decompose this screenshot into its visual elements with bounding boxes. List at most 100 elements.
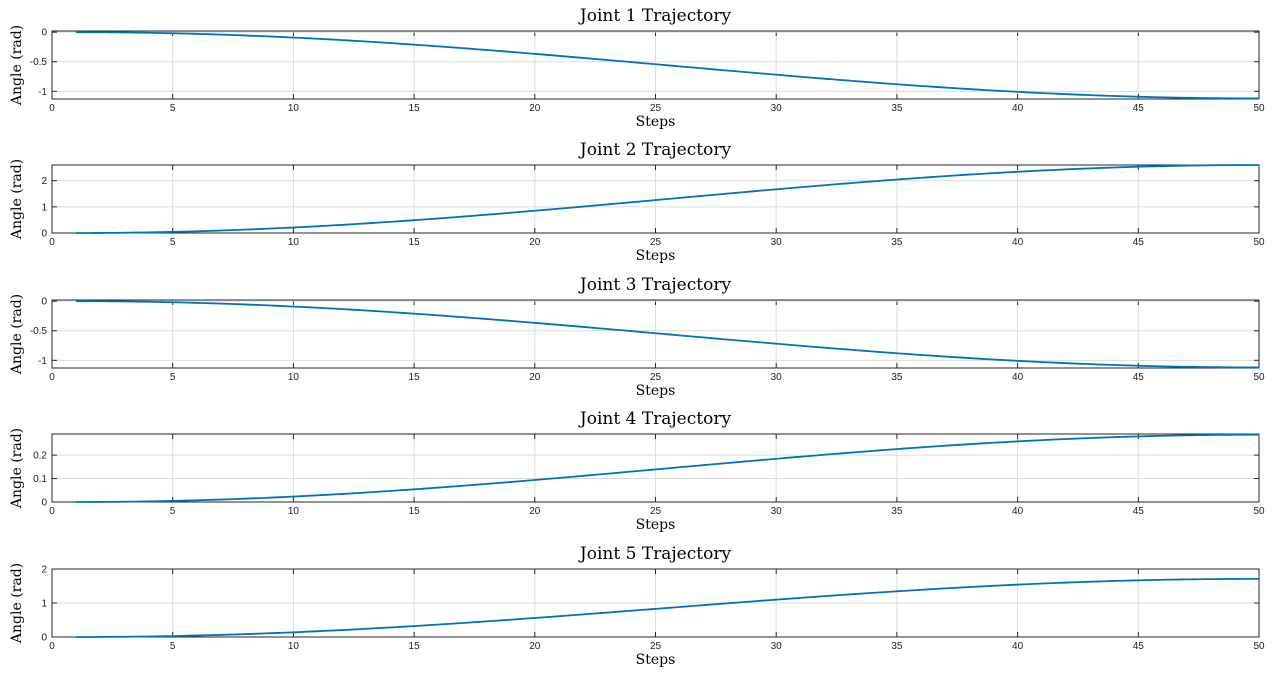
y-axis-label: Angle (rad) bbox=[9, 159, 25, 240]
x-tick-label: 45 bbox=[1133, 372, 1145, 383]
y-tick-label: 1 bbox=[41, 599, 47, 610]
subplot-joint-4: 0 5 10 15 20 25 30 35 40 45 50 0 0.1 0.2 Joint 4 Traje… bbox=[9, 409, 1265, 533]
x-tick-label: 30 bbox=[771, 506, 783, 517]
x-tick-label: 30 bbox=[771, 237, 783, 248]
x-tick-label: 30 bbox=[771, 372, 783, 383]
x-tick-label: 45 bbox=[1133, 506, 1145, 517]
x-tick-label: 35 bbox=[891, 237, 903, 248]
y-axis-label: Angle (rad) bbox=[9, 294, 25, 375]
x-tick-label: 50 bbox=[1253, 237, 1265, 248]
x-tick-label: 10 bbox=[288, 237, 300, 248]
plot-border bbox=[51, 299, 1260, 369]
x-tick-label: 25 bbox=[650, 641, 662, 652]
x-tick-label: 15 bbox=[409, 237, 421, 248]
series-line bbox=[76, 31, 1260, 100]
x-axis-label: Steps bbox=[636, 248, 676, 264]
x-tick-label: 15 bbox=[409, 641, 421, 652]
y-axis-label: Angle (rad) bbox=[9, 25, 25, 106]
x-tick-label: 35 bbox=[891, 641, 903, 652]
x-tick-label: 5 bbox=[170, 372, 176, 383]
x-tick-label: 40 bbox=[1012, 103, 1024, 114]
x-tick-label: 5 bbox=[170, 237, 176, 248]
y-tick-label: 0.2 bbox=[33, 451, 47, 462]
y-tick-label: -1 bbox=[38, 356, 47, 367]
x-axis-label: Steps bbox=[636, 114, 676, 130]
x-tick-label: 5 bbox=[170, 506, 176, 517]
x-tick-label: 30 bbox=[771, 641, 783, 652]
x-axis-label: Steps bbox=[636, 383, 676, 399]
subplot-joint-3: 0 5 10 15 20 25 30 35 40 45 50 0 -0.5 -1 Joint 3 Traje… bbox=[9, 275, 1265, 399]
subplot-title: Joint 1 Trajectory bbox=[578, 6, 732, 26]
x-tick-label: 0 bbox=[49, 641, 55, 652]
subplot-title: Joint 4 Trajectory bbox=[578, 409, 732, 429]
y-axis-label: Angle (rad) bbox=[9, 428, 25, 509]
y-tick-label: 0.1 bbox=[33, 474, 47, 485]
x-tick-label: 45 bbox=[1133, 641, 1145, 652]
y-tick-label: 2 bbox=[41, 565, 47, 576]
x-tick-label: 50 bbox=[1253, 103, 1265, 114]
y-tick-label: -1 bbox=[38, 87, 47, 98]
x-tick-label: 20 bbox=[529, 641, 541, 652]
x-tick-label: 40 bbox=[1012, 372, 1024, 383]
y-tick-label: 1 bbox=[41, 202, 47, 213]
plot-border bbox=[51, 30, 1260, 100]
series-line bbox=[76, 433, 1260, 503]
y-tick-label: 0 bbox=[41, 633, 47, 644]
x-tick-label: 40 bbox=[1012, 237, 1024, 248]
x-tick-label: 20 bbox=[529, 103, 541, 114]
x-tick-label: 20 bbox=[529, 237, 541, 248]
x-tick-label: 40 bbox=[1012, 641, 1024, 652]
x-tick-label: 30 bbox=[771, 103, 783, 114]
y-tick-label: 0 bbox=[41, 28, 47, 39]
x-tick-label: 50 bbox=[1253, 372, 1265, 383]
x-tick-label: 40 bbox=[1012, 506, 1024, 517]
x-tick-label: 10 bbox=[288, 372, 300, 383]
subplot-joint-1: 0 5 10 15 20 25 30 35 40 45 50 0 -0.5 -1 Joint 1 Traje… bbox=[9, 6, 1265, 130]
y-tick-label: 0 bbox=[41, 229, 47, 240]
plot-border bbox=[51, 164, 1260, 234]
subplot-joint-5: 0 5 10 15 20 25 30 35 40 45 50 0 1 2 Joint 5 Trajector… bbox=[9, 544, 1265, 668]
x-tick-label: 25 bbox=[650, 237, 662, 248]
x-tick-label: 10 bbox=[288, 506, 300, 517]
series-line bbox=[76, 164, 1259, 234]
x-tick-label: 45 bbox=[1133, 103, 1145, 114]
x-tick-label: 50 bbox=[1253, 506, 1265, 517]
x-tick-label: 35 bbox=[891, 372, 903, 383]
subplot-title: Joint 3 Trajectory bbox=[578, 275, 732, 295]
x-tick-label: 25 bbox=[650, 372, 662, 383]
y-axis-label: Angle (rad) bbox=[9, 563, 25, 644]
x-tick-label: 25 bbox=[650, 506, 662, 517]
x-tick-label: 15 bbox=[409, 103, 421, 114]
x-axis-label: Steps bbox=[636, 652, 676, 668]
x-tick-label: 15 bbox=[409, 372, 421, 383]
y-tick-label: 0 bbox=[41, 498, 47, 509]
y-tick-label: 0 bbox=[41, 297, 47, 308]
y-tick-label: 2 bbox=[41, 176, 47, 187]
x-tick-label: 35 bbox=[891, 103, 903, 114]
x-tick-label: 5 bbox=[170, 641, 176, 652]
series-line bbox=[76, 300, 1260, 369]
x-tick-label: 50 bbox=[1253, 641, 1265, 652]
x-tick-label: 35 bbox=[891, 506, 903, 517]
subplot-title: Joint 5 Trajectory bbox=[578, 544, 732, 564]
x-tick-label: 25 bbox=[650, 103, 662, 114]
x-tick-label: 10 bbox=[288, 103, 300, 114]
x-axis-label: Steps bbox=[636, 517, 676, 533]
y-tick-label: -0.5 bbox=[30, 57, 48, 68]
subplot-joint-2: 0 5 10 15 20 25 30 35 40 45 50 0 1 2 Joint 2 Trajector… bbox=[9, 140, 1265, 264]
x-tick-label: 5 bbox=[170, 103, 176, 114]
x-tick-label: 45 bbox=[1133, 237, 1145, 248]
x-tick-label: 0 bbox=[49, 372, 55, 383]
x-tick-label: 0 bbox=[49, 103, 55, 114]
x-tick-label: 20 bbox=[529, 506, 541, 517]
y-tick-label: -0.5 bbox=[30, 326, 48, 337]
x-tick-label: 15 bbox=[409, 506, 421, 517]
x-tick-label: 0 bbox=[49, 506, 55, 517]
x-tick-label: 0 bbox=[49, 237, 55, 248]
plot-border bbox=[51, 433, 1260, 503]
subplot-title: Joint 2 Trajectory bbox=[578, 140, 732, 160]
plot-border bbox=[51, 568, 1260, 638]
x-tick-label: 10 bbox=[288, 641, 300, 652]
series-line bbox=[76, 577, 1259, 638]
